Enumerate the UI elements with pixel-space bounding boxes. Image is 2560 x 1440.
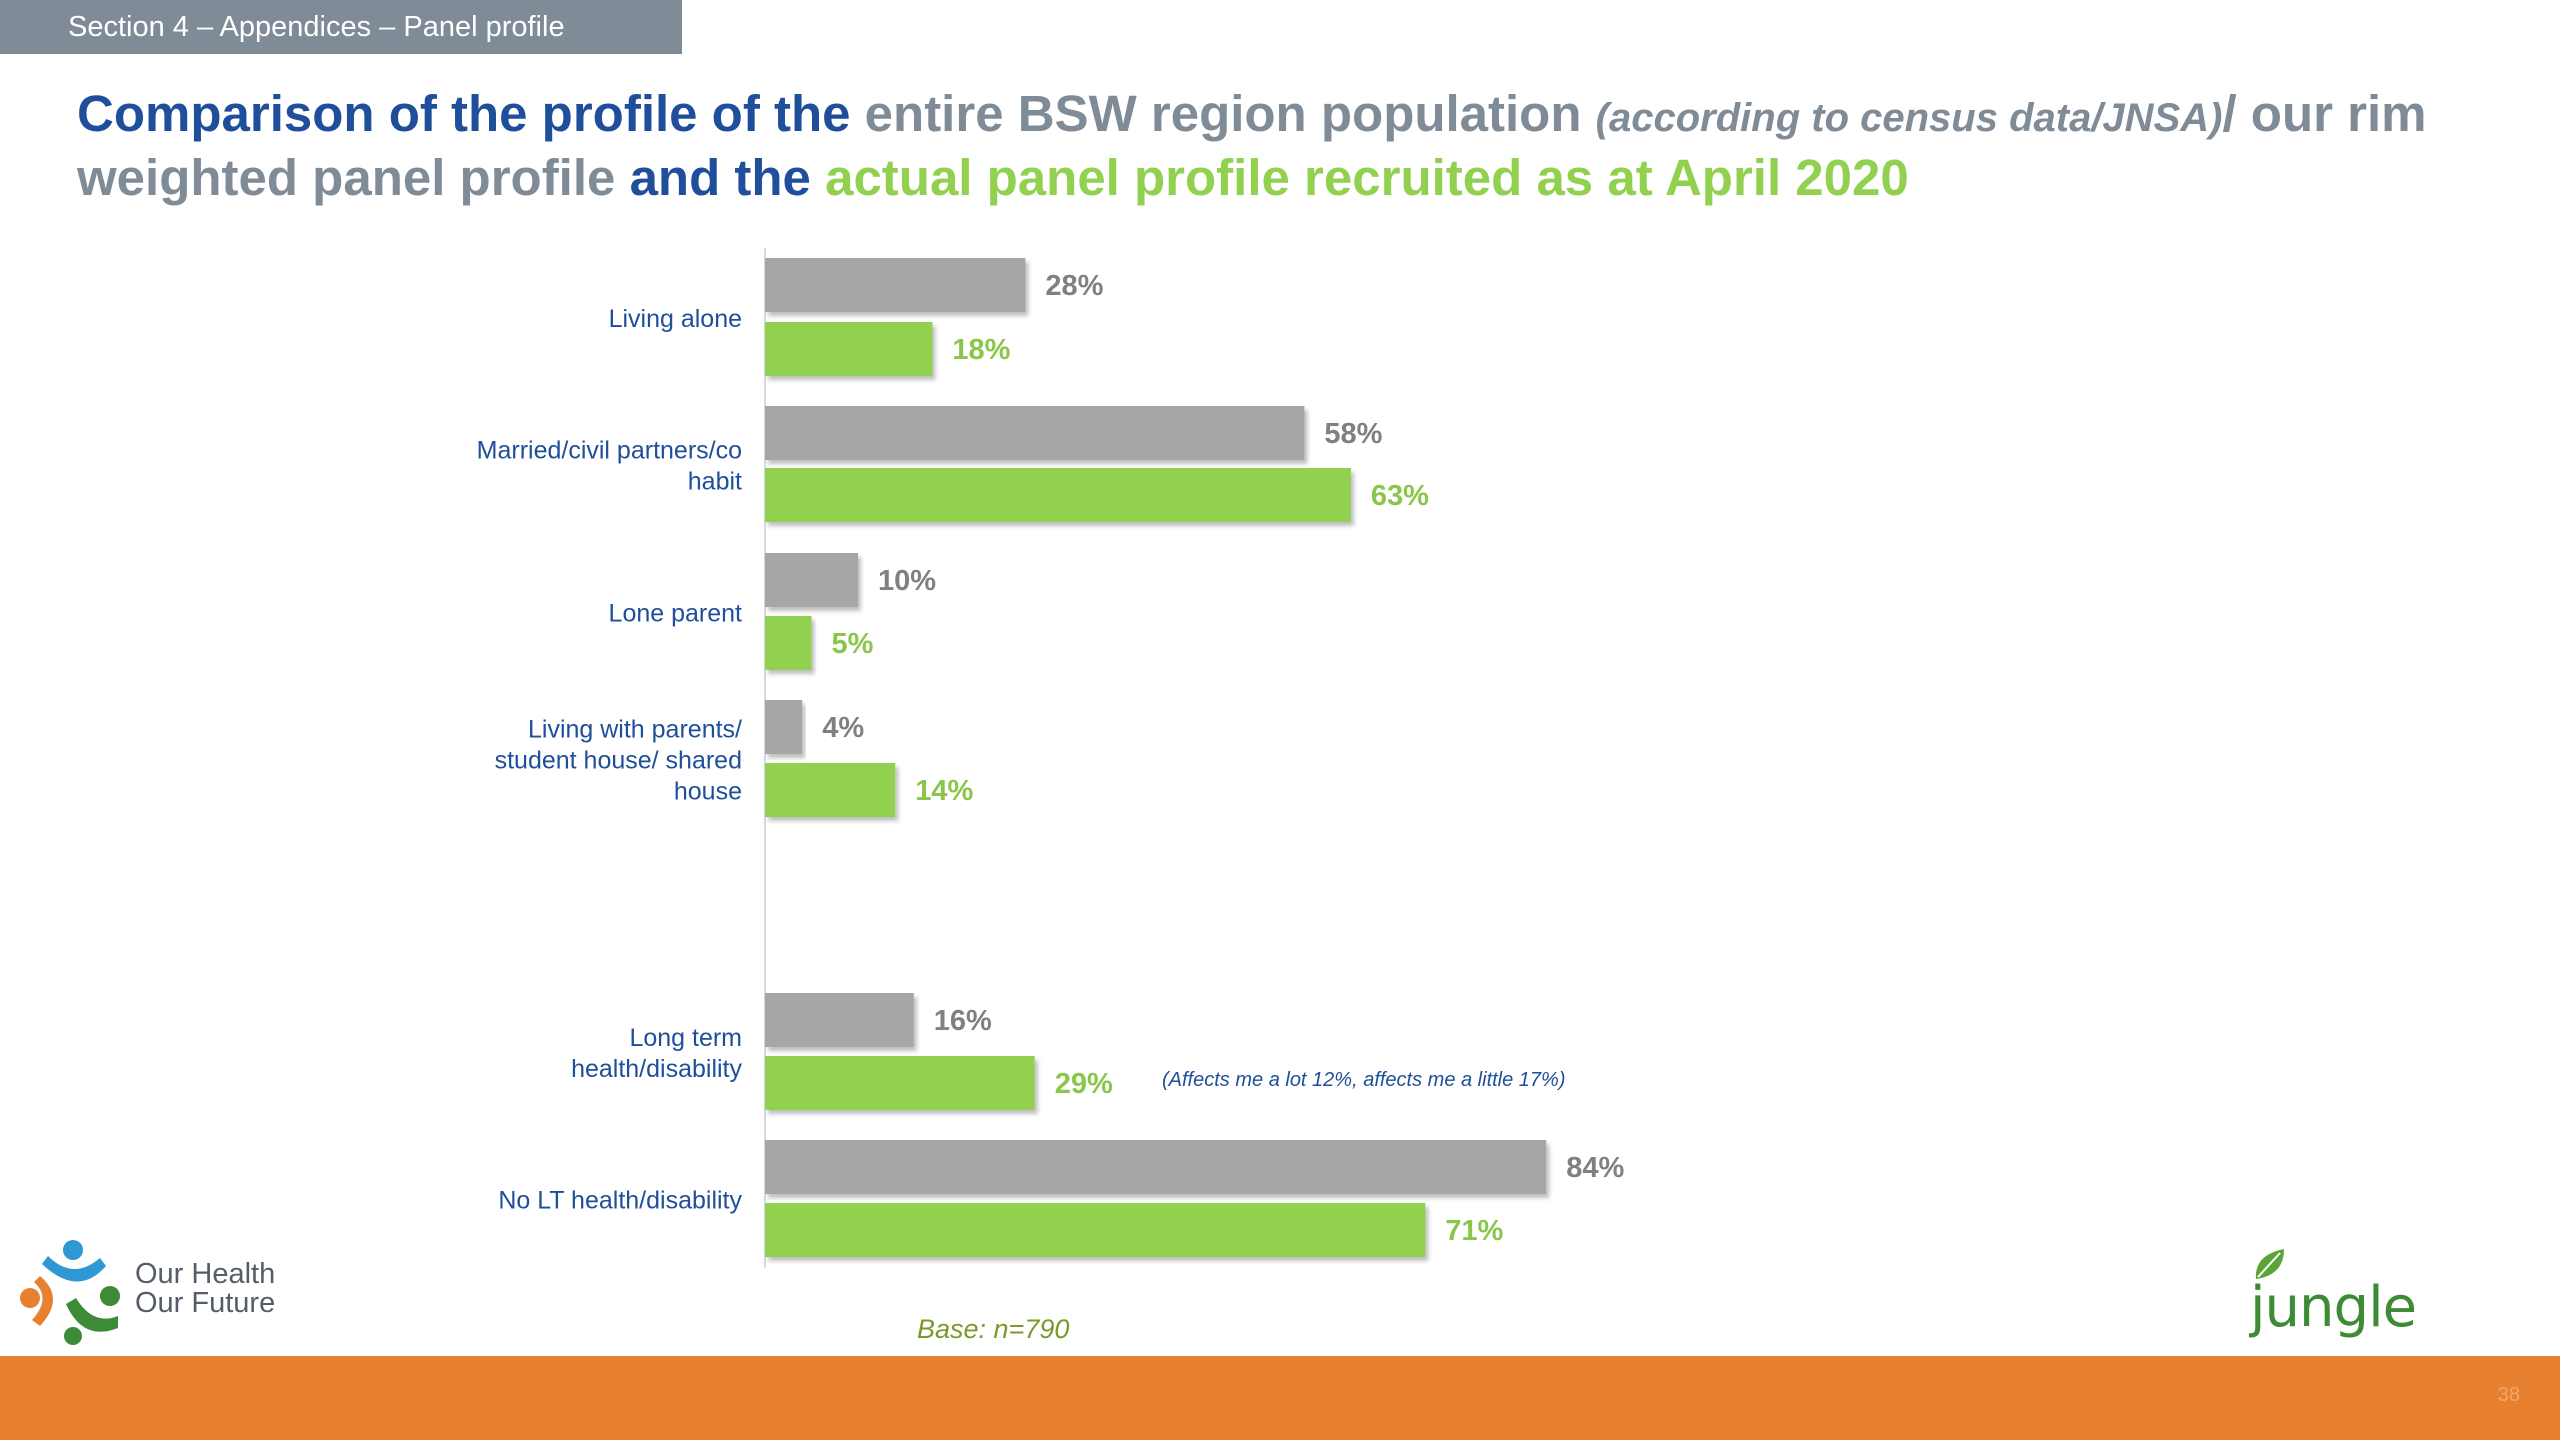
bar-series-1-5 xyxy=(765,993,914,1047)
category-label-2: Married/civil partners/co habit xyxy=(477,437,742,496)
data-label-series-1-2: 58% xyxy=(1324,418,1382,450)
page-number: 38 xyxy=(2497,1384,2520,1406)
our-health-logo-icon xyxy=(20,1240,120,1345)
category-label-4: Living with parents/student house/ share… xyxy=(495,716,742,806)
title-part-6: actual panel profile recruited as at Apr… xyxy=(825,149,1909,206)
title-part-5: and the xyxy=(629,149,826,206)
bar-series-1-2 xyxy=(765,406,1305,460)
title-part-1: Comparison of the profile of the xyxy=(77,85,865,142)
logo-line-2: Our Future xyxy=(135,1287,276,1319)
bar-series-2-1 xyxy=(765,322,933,376)
bar-series-1-6 xyxy=(765,1140,1547,1194)
our-health-logo-text: Our Health Our Future xyxy=(135,1260,275,1318)
chart-annotation: (Affects me a lot 12%, affects me a litt… xyxy=(1162,1069,1566,1091)
bar-series-1-4 xyxy=(765,700,803,754)
category-label-6: No LT health/disability xyxy=(498,1187,742,1215)
data-label-series-1-5: 16% xyxy=(934,1005,992,1037)
page-title: Comparison of the profile of the entire … xyxy=(77,84,2497,207)
title-part-4: / our rim weighted panel profile xyxy=(77,85,2427,206)
logo-line-1: Our Health xyxy=(135,1258,276,1290)
data-label-series-1-3: 10% xyxy=(878,565,936,597)
data-label-series-1-6: 84% xyxy=(1566,1152,1624,1184)
data-label-series-2-4: 14% xyxy=(915,775,973,807)
bar-series-2-2 xyxy=(765,468,1351,522)
category-label-3: Lone parent xyxy=(609,600,743,628)
bar-chart: 28% 18% Living alone 58% 63% Married/civil pa… xyxy=(477,248,1624,1268)
bar-series-2-4 xyxy=(765,763,896,817)
section-label: Section 4 – Appendices – Panel profile xyxy=(0,0,682,54)
bar-series-2-3 xyxy=(765,616,812,670)
bar-series-2-6 xyxy=(765,1203,1426,1257)
bar-series-2-5 xyxy=(765,1056,1035,1110)
category-label-5: Long term health/disability xyxy=(571,1024,742,1083)
bar-series-1-3 xyxy=(765,553,858,607)
category-label-1: Living alone xyxy=(609,305,742,333)
data-label-series-2-3: 5% xyxy=(832,628,874,660)
data-label-series-2-6: 71% xyxy=(1445,1215,1503,1247)
base-note: Base: n=790 xyxy=(917,1314,1070,1344)
data-label-series-2-2: 63% xyxy=(1371,480,1429,512)
title-part-3: (according to census data/JNSA) xyxy=(1595,96,2223,140)
data-label-series-2-1: 18% xyxy=(952,334,1010,366)
data-label-series-2-5: 29% xyxy=(1055,1068,1113,1100)
bar-series-1-1 xyxy=(765,258,1026,312)
title-part-2: entire BSW region population xyxy=(864,85,1596,142)
data-label-series-1-1: 28% xyxy=(1045,270,1103,302)
data-label-series-1-4: 4% xyxy=(822,712,864,744)
footer-bar: 38 xyxy=(0,1356,2560,1440)
leaf-icon xyxy=(2255,1249,2284,1279)
